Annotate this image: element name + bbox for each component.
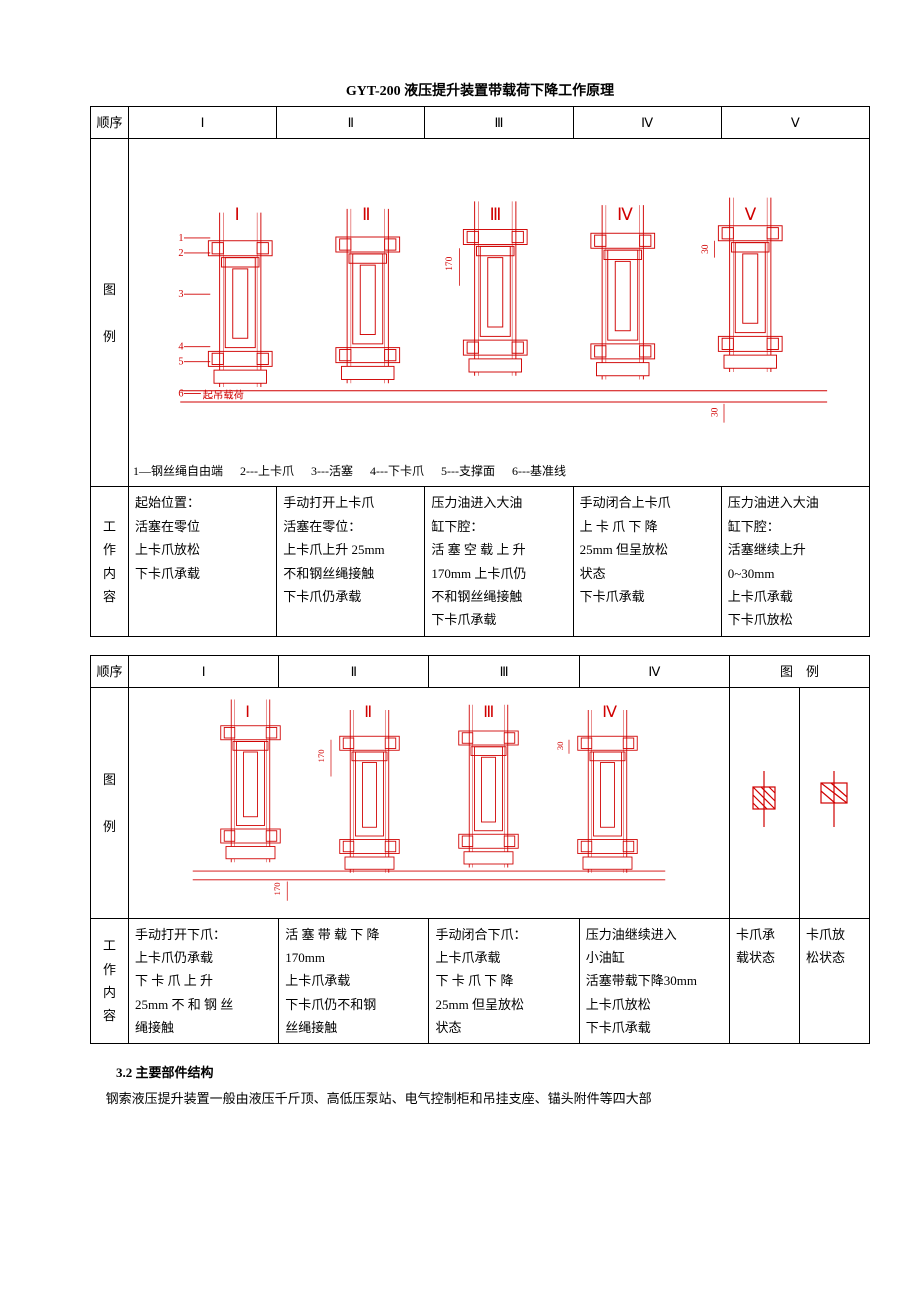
- page-title: GYT-200 液压提升装置带载荷下降工作原理: [90, 80, 870, 100]
- diagram-1-svg: 1 2 3 4 5 6 起吊载荷 170: [133, 147, 865, 447]
- table-2-header: 顺序 Ⅰ Ⅱ Ⅲ Ⅳ 图 例: [91, 655, 870, 687]
- t1-col-1: Ⅰ: [129, 107, 277, 139]
- t2-legend-b: 卡爪放 松状态: [799, 918, 869, 1044]
- svg-text:170: 170: [316, 749, 326, 763]
- t1-diagram-label: 图 例: [91, 139, 129, 487]
- t1-work-1: 起始位置： 活塞在零位 上卡爪放松 下卡爪承载: [129, 487, 277, 636]
- table-1: 顺序 Ⅰ Ⅱ Ⅲ Ⅳ Ⅴ 图 例 1 2 3: [90, 106, 870, 637]
- svg-text:Ⅰ: Ⅰ: [245, 704, 250, 721]
- svg-text:30: 30: [710, 408, 720, 418]
- svg-text:起吊载荷: 起吊载荷: [203, 390, 244, 402]
- diagram-2-svg: Ⅰ Ⅱ Ⅲ Ⅳ 170 30 170: [133, 696, 725, 906]
- t2-diagram: Ⅰ Ⅱ Ⅲ Ⅳ 170 30 170: [129, 688, 730, 918]
- svg-text:30: 30: [701, 245, 711, 255]
- t2-legend-a: 卡爪承 载状态: [729, 918, 799, 1044]
- svg-text:170: 170: [272, 882, 282, 896]
- t1-work-2: 手动打开上卡爪 活塞在零位： 上卡爪上升 25mm 不和钢丝绳接触 下卡爪仍承载: [277, 487, 425, 636]
- t2-col-1: Ⅰ: [129, 655, 279, 687]
- t1-col-5: Ⅴ: [721, 107, 869, 139]
- svg-text:30: 30: [555, 741, 565, 750]
- svg-text:4: 4: [178, 342, 183, 353]
- svg-text:1: 1: [178, 233, 183, 244]
- t2-legend-icon-b: [799, 688, 869, 918]
- t1-col-3: Ⅲ: [425, 107, 573, 139]
- t1-work-5: 压力油进入大油 缸下腔： 活塞继续上升 0~30mm 上卡爪承载 下卡爪放松: [721, 487, 869, 636]
- t2-work-label: 工 作 内 容: [91, 918, 129, 1044]
- t1-work-3: 压力油进入大油 缸下腔： 活 塞 空 载 上 升 170mm 上卡爪仍 不和钢丝…: [425, 487, 573, 636]
- t1-work-label: 工 作 内 容: [91, 487, 129, 636]
- t2-legend-hdr: 图 例: [729, 655, 869, 687]
- table-1-header: 顺序 Ⅰ Ⅱ Ⅲ Ⅳ Ⅴ: [91, 107, 870, 139]
- section-heading: 3.2 主要部件结构: [90, 1062, 870, 1081]
- svg-text:170: 170: [445, 257, 455, 271]
- svg-text:6: 6: [178, 389, 183, 400]
- svg-text:Ⅰ: Ⅰ: [235, 206, 240, 225]
- svg-text:Ⅱ: Ⅱ: [364, 704, 372, 721]
- t2-work-4: 压力油继续进入 小油缸 活塞带载下降30mm 上卡爪放松 下卡爪承载: [579, 918, 729, 1044]
- t1-legend: 1—钢丝绳自由端 2---上卡爪 3---活塞 4---下卡爪 5---支撑面 …: [133, 461, 865, 483]
- t1-col-4: Ⅳ: [573, 107, 721, 139]
- svg-text:5: 5: [178, 357, 183, 368]
- svg-text:Ⅲ: Ⅲ: [483, 704, 494, 721]
- t1-diagram: 1 2 3 4 5 6 起吊载荷 170: [129, 139, 870, 487]
- t2-col-4: Ⅳ: [579, 655, 729, 687]
- t1-col-2: Ⅱ: [277, 107, 425, 139]
- t2-work-3: 手动闭合下爪： 上卡爪承载 下 卡 爪 下 降 25mm 但呈放松 状态: [429, 918, 579, 1044]
- svg-text:Ⅳ: Ⅳ: [617, 206, 633, 225]
- t2-seq-hdr: 顺序: [91, 655, 129, 687]
- t1-seq-hdr: 顺序: [91, 107, 129, 139]
- table-2: 顺序 Ⅰ Ⅱ Ⅲ Ⅳ 图 例 图 例 Ⅰ Ⅱ Ⅲ Ⅳ: [90, 655, 870, 1045]
- svg-text:Ⅲ: Ⅲ: [490, 206, 502, 225]
- table-1-diagram-row: 图 例 1 2 3 4 5 6 起: [91, 139, 870, 487]
- t2-col-2: Ⅱ: [279, 655, 429, 687]
- t1-work-4: 手动闭合上卡爪 上 卡 爪 下 降 25mm 但呈放松 状态 下卡爪承载: [573, 487, 721, 636]
- svg-text:Ⅴ: Ⅴ: [745, 206, 757, 225]
- t2-work-1: 手动打开下爪： 上卡爪仍承载 下 卡 爪 上 升 25mm 不 和 钢 丝 绳接…: [129, 918, 279, 1044]
- t2-work-2: 活 塞 带 载 下 降 170mm 上卡爪承载 下卡爪仍不和钢 丝绳接触: [279, 918, 429, 1044]
- t2-legend-icon-a: [729, 688, 799, 918]
- t2-diagram-label: 图 例: [91, 688, 129, 918]
- table-2-work-row: 工 作 内 容 手动打开下爪： 上卡爪仍承载 下 卡 爪 上 升 25mm 不 …: [91, 918, 870, 1044]
- svg-text:Ⅱ: Ⅱ: [362, 206, 370, 225]
- svg-text:2: 2: [178, 248, 183, 259]
- table-1-work-row: 工 作 内 容 起始位置： 活塞在零位 上卡爪放松 下卡爪承载 手动打开上卡爪 …: [91, 487, 870, 636]
- table-2-diagram-row: 图 例 Ⅰ Ⅱ Ⅲ Ⅳ 170: [91, 688, 870, 918]
- svg-text:Ⅳ: Ⅳ: [602, 704, 617, 721]
- svg-text:3: 3: [178, 289, 183, 300]
- section-para: 钢索液压提升装置一般由液压千斤顶、高低压泵站、电气控制柜和吊挂支座、锚头附件等四…: [90, 1087, 870, 1110]
- t2-col-3: Ⅲ: [429, 655, 579, 687]
